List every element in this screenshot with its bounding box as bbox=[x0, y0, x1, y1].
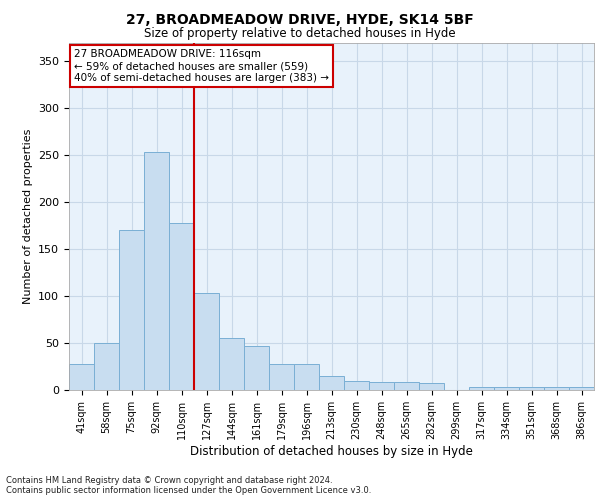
Bar bbox=[244, 346, 269, 390]
Bar bbox=[94, 343, 119, 390]
Bar bbox=[269, 364, 294, 390]
Bar bbox=[294, 364, 319, 390]
Bar bbox=[194, 294, 219, 390]
Bar bbox=[519, 387, 544, 390]
Bar bbox=[169, 223, 194, 390]
Text: Size of property relative to detached houses in Hyde: Size of property relative to detached ho… bbox=[144, 28, 456, 40]
Text: 27, BROADMEADOW DRIVE, HYDE, SK14 5BF: 27, BROADMEADOW DRIVE, HYDE, SK14 5BF bbox=[126, 12, 474, 26]
Bar bbox=[219, 338, 244, 390]
X-axis label: Distribution of detached houses by size in Hyde: Distribution of detached houses by size … bbox=[190, 444, 473, 458]
Text: Contains HM Land Registry data © Crown copyright and database right 2024.
Contai: Contains HM Land Registry data © Crown c… bbox=[6, 476, 371, 495]
Bar bbox=[319, 376, 344, 390]
Bar bbox=[419, 384, 444, 390]
Bar bbox=[69, 364, 94, 390]
Text: 27 BROADMEADOW DRIVE: 116sqm
← 59% of detached houses are smaller (559)
40% of s: 27 BROADMEADOW DRIVE: 116sqm ← 59% of de… bbox=[74, 50, 329, 82]
Bar bbox=[469, 387, 494, 390]
Y-axis label: Number of detached properties: Number of detached properties bbox=[23, 128, 32, 304]
Bar bbox=[119, 230, 144, 390]
Bar bbox=[544, 387, 569, 390]
Bar bbox=[569, 387, 594, 390]
Bar bbox=[144, 152, 169, 390]
Bar bbox=[394, 382, 419, 390]
Bar bbox=[344, 380, 369, 390]
Bar bbox=[369, 382, 394, 390]
Bar bbox=[494, 387, 519, 390]
